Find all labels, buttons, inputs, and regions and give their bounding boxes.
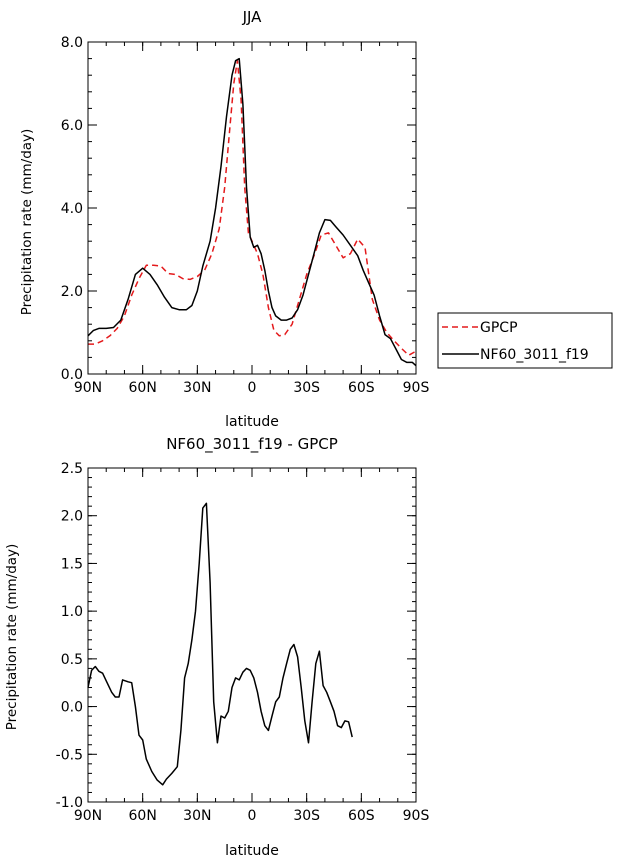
- bottom-x-tick-label: 60N: [129, 808, 157, 824]
- bottom-x-tick-label: 60S: [348, 808, 375, 824]
- bottom-series: [87, 502, 353, 786]
- top-x-tick-label: 90S: [403, 380, 430, 396]
- bottom-y-tick-label: 0.0: [61, 700, 83, 716]
- top-axes: 90N 60N 30N 0 30S 60S 90S 0.0 2.0 4.0 6.0 8.0: [61, 35, 430, 396]
- bottom-y-tick-label: 2.0: [61, 509, 83, 525]
- bottom-x-tick-label: 90S: [403, 808, 430, 824]
- top-x-axis-label: latitude: [225, 414, 279, 430]
- top-x-tick-label: 60N: [129, 380, 157, 396]
- top-y-tick-label: 8.0: [61, 35, 83, 51]
- top-y-tick-label: 6.0: [61, 118, 83, 134]
- bottom-plot-frame: [87, 467, 417, 803]
- top-x-tick-label: 30S: [293, 380, 320, 396]
- legend-gpcp-label: GPCP: [480, 320, 518, 336]
- top-x-tick-label: 30N: [183, 380, 211, 396]
- bottom-y-axis-label: Precipitation rate (mm/day): [4, 544, 20, 731]
- bottom-series-line-0: [87, 502, 353, 786]
- bottom-y-tick-label: -1.0: [56, 795, 83, 811]
- top-x-tick-label: 90N: [74, 380, 102, 396]
- top-y-axis-label: Precipitation rate (mm/day): [19, 129, 35, 316]
- bottom-y-tick-label: 1.0: [61, 604, 83, 620]
- bottom-x-tick-label: 0: [248, 808, 257, 824]
- top-y-tick-label: 0.0: [61, 367, 83, 383]
- top-title: JJA: [242, 8, 263, 26]
- top-series-line-gpcp: [88, 59, 417, 357]
- top-plot-frame: [87, 41, 417, 375]
- legend-model-label: NF60_3011_f19: [480, 347, 589, 363]
- legend: GPCP NF60_3011_f19: [437, 312, 613, 369]
- top-y-tick-label: 2.0: [61, 284, 83, 300]
- bottom-y-tick-label: 0.5: [61, 652, 83, 668]
- bottom-y-tick-label: -0.5: [56, 747, 83, 763]
- bottom-x-tick-label: 30N: [183, 808, 211, 824]
- bottom-title: NF60_3011_f19 - GPCP: [166, 435, 338, 454]
- bottom-x-tick-label: 90N: [74, 808, 102, 824]
- legend-box: [437, 312, 613, 369]
- bottom-axes: 90N 60N 30N 0 30S 60S 90S -1.0 -0.5 0.0 0.5 1.0 1.5 2…: [56, 461, 430, 824]
- top-panel: JJA Precipitation rate (mm/day) latitude…: [19, 8, 429, 430]
- top-x-tick-label: 60S: [348, 380, 375, 396]
- bottom-y-tick-label: 1.5: [61, 556, 83, 572]
- top-y-tick-label: 4.0: [61, 201, 83, 217]
- top-x-tick-label: 0: [248, 380, 257, 396]
- bottom-x-tick-label: 30S: [293, 808, 320, 824]
- top-series: [87, 57, 417, 367]
- bottom-x-axis-label: latitude: [225, 843, 279, 859]
- top-series-line-nf60-3011-f19: [87, 57, 417, 367]
- bottom-y-tick-label: 2.5: [61, 461, 83, 477]
- bottom-panel: NF60_3011_f19 - GPCP Precipitation rate …: [4, 435, 429, 859]
